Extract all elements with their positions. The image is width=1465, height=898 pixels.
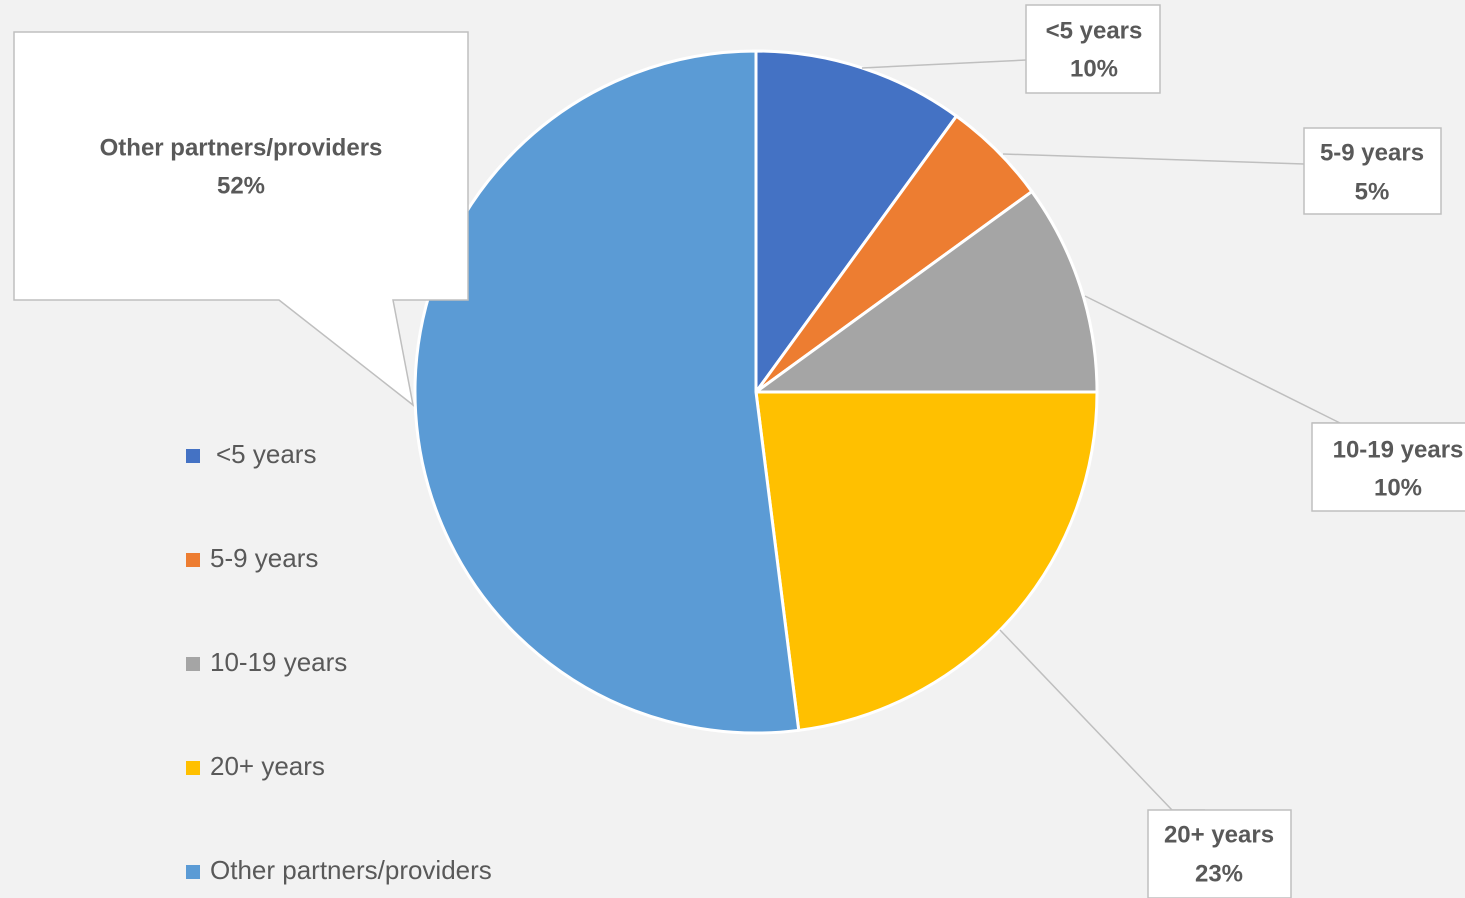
data-label-value: 52% (217, 172, 265, 199)
legend-swatch (186, 657, 200, 671)
legend-label: 20+ years (210, 751, 325, 781)
pie-slice (751, 189, 1099, 394)
label-box (1147, 809, 1292, 898)
data-label-value: 10% (1374, 474, 1422, 501)
data-label-value: 5% (1355, 178, 1390, 205)
legend-label: 5-9 years (210, 543, 318, 573)
legend-swatch (186, 553, 200, 567)
leader-line (861, 59, 1027, 69)
leader-line (1002, 153, 1305, 165)
data-label-name: <5 years (1046, 17, 1143, 44)
label-box (1025, 4, 1161, 94)
legend-swatch (186, 449, 200, 463)
pie (413, 49, 1099, 735)
data-label-value: 10% (1070, 55, 1118, 82)
label-box (1303, 127, 1442, 215)
data-labels: <5 years 10% 5-9 years 5% 10-19 years 10% 20+ … (13, 4, 1465, 898)
legend-label: <5 years (216, 439, 316, 469)
legend-swatch (186, 761, 200, 775)
legend-label: Other partners/providers (210, 855, 492, 885)
data-label-name: 5-9 years (1320, 139, 1424, 166)
data-label-value: 23% (1195, 860, 1243, 887)
legend-label: 10-19 years (210, 647, 347, 677)
label-box (1311, 422, 1465, 512)
data-label-name: 20+ years (1164, 821, 1274, 848)
data-label-name: Other partners/providers (100, 134, 383, 161)
legend: <5 years 5-9 years 10-19 years 20+ years Oth… (186, 439, 492, 885)
callout-box (13, 31, 469, 407)
pie-slice (413, 49, 801, 735)
data-label-name: 10-19 years (1333, 436, 1464, 463)
pie-slice (754, 49, 959, 397)
legend-swatch (186, 865, 200, 879)
pie-slice (754, 390, 1099, 732)
